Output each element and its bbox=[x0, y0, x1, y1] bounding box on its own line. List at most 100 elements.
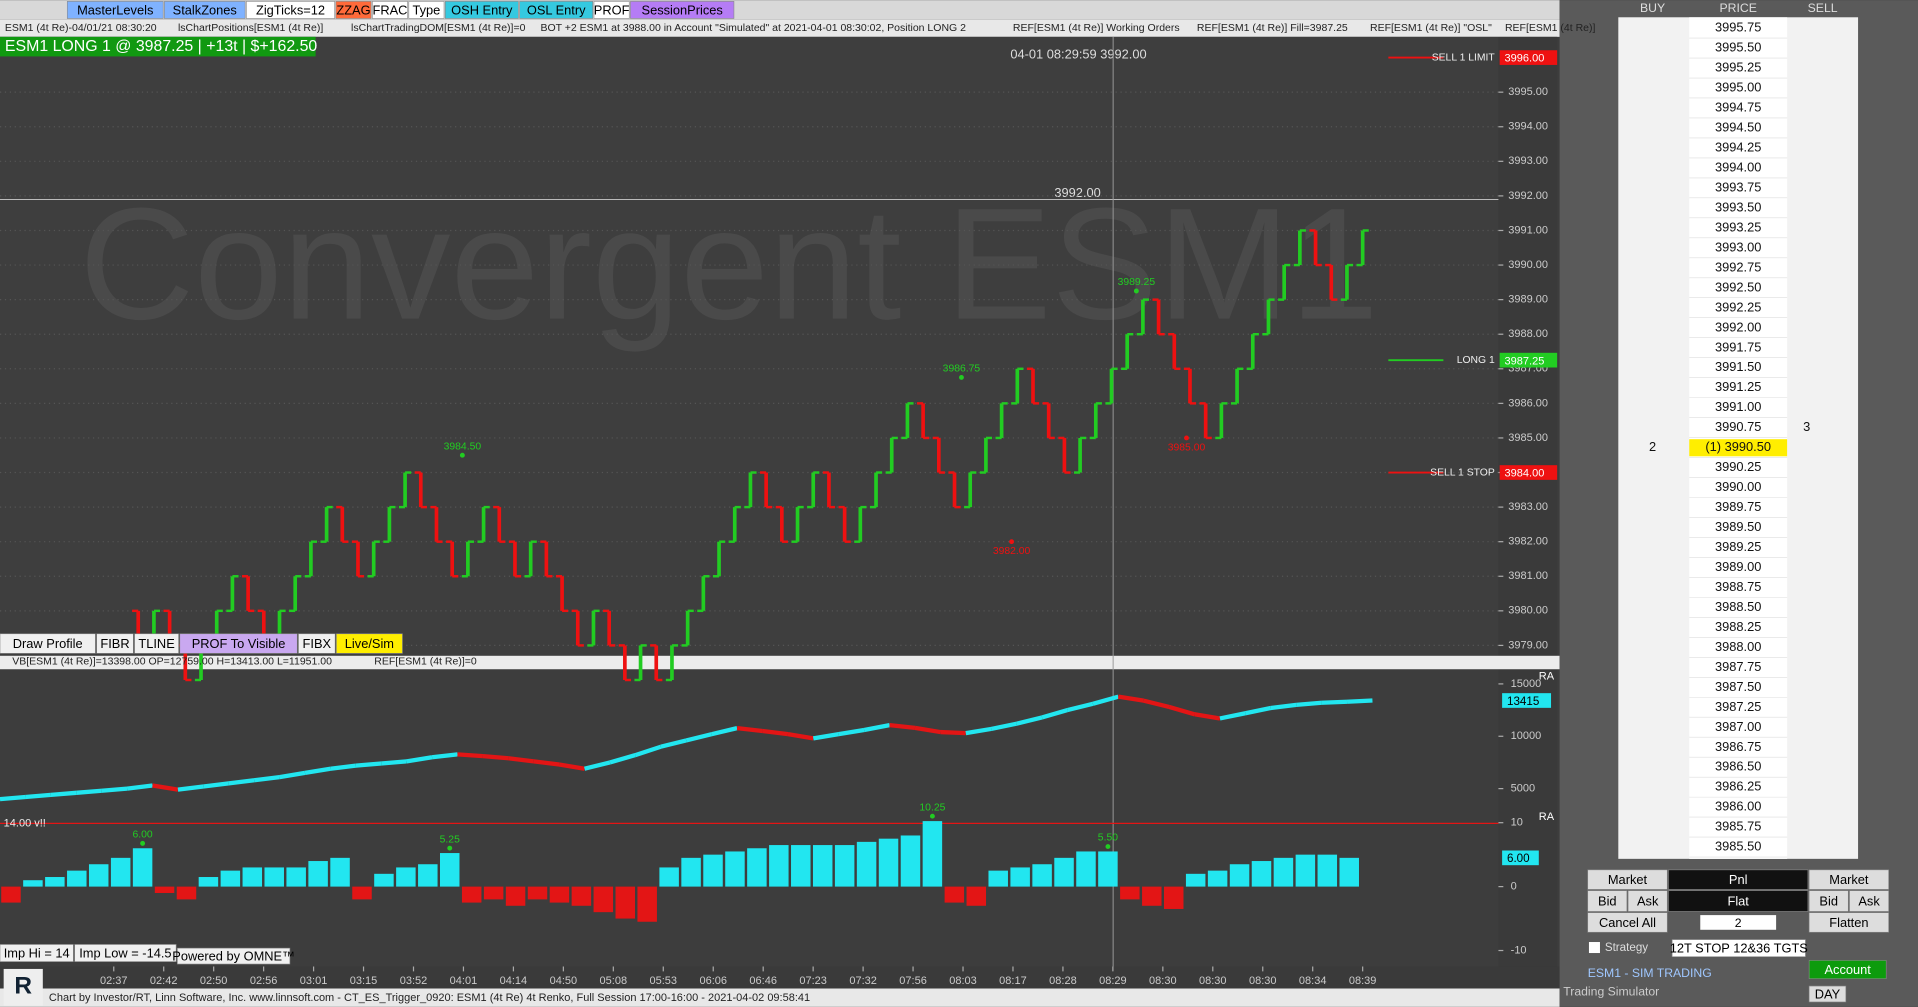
dom-price[interactable]: 3994.75 bbox=[1715, 100, 1761, 115]
toolbar-button[interactable] bbox=[246, 1, 335, 19]
dom-price[interactable]: 3994.00 bbox=[1715, 159, 1761, 174]
dom-price[interactable]: 3992.50 bbox=[1715, 279, 1761, 294]
impulse-dot bbox=[929, 813, 935, 819]
dom-price[interactable]: 3986.00 bbox=[1715, 799, 1761, 814]
impulse-bar bbox=[132, 848, 153, 887]
dom-price[interactable]: 3988.00 bbox=[1715, 639, 1761, 654]
toolbar-button[interactable] bbox=[66, 1, 164, 19]
dom-price[interactable]: 3985.50 bbox=[1715, 839, 1761, 854]
dom-price[interactable]: 3989.75 bbox=[1715, 499, 1761, 514]
drawing-button[interactable] bbox=[0, 633, 96, 654]
toolbar-button[interactable] bbox=[408, 1, 445, 19]
renko-bar bbox=[1156, 299, 1161, 335]
drawing-button[interactable] bbox=[336, 633, 403, 654]
impulse-bar bbox=[834, 845, 855, 887]
dom-price[interactable]: 3987.25 bbox=[1715, 699, 1761, 714]
toolbar-button[interactable] bbox=[335, 1, 372, 19]
dom-price-column bbox=[1689, 17, 1788, 859]
imp-low[interactable] bbox=[74, 944, 177, 962]
renko-bar bbox=[874, 472, 878, 508]
dom-price[interactable]: 3985.75 bbox=[1715, 819, 1761, 834]
dom-price[interactable]: 3987.75 bbox=[1715, 659, 1761, 674]
dom-price[interactable]: 3993.00 bbox=[1715, 239, 1761, 254]
dom-price[interactable]: 3988.25 bbox=[1715, 619, 1761, 634]
dom-price[interactable]: (1) 3990.50 bbox=[1705, 439, 1771, 454]
y-tick-label: 3979.00 bbox=[1508, 639, 1548, 651]
dom-price[interactable]: 3992.00 bbox=[1715, 319, 1761, 334]
dom-price[interactable]: 3987.50 bbox=[1715, 679, 1761, 694]
x-tick-label: 08:30 bbox=[1249, 975, 1277, 987]
position-badge bbox=[0, 36, 316, 57]
dom-price[interactable]: 3989.00 bbox=[1715, 559, 1761, 574]
info-text: REF[ESM1 (4t Re)] "OSL" bbox=[1370, 22, 1492, 34]
toolbar-button[interactable] bbox=[519, 1, 594, 19]
volume-segment bbox=[279, 770, 306, 780]
dom-price[interactable]: 3986.75 bbox=[1715, 739, 1761, 754]
dom-button[interactable] bbox=[1808, 890, 1849, 912]
dom-price[interactable]: 3986.50 bbox=[1715, 759, 1761, 774]
dom-button[interactable] bbox=[1668, 869, 1809, 890]
dom-price[interactable]: 3993.75 bbox=[1715, 179, 1761, 194]
volume-segment bbox=[1016, 715, 1043, 726]
dom-price[interactable]: 3994.50 bbox=[1715, 120, 1761, 135]
duration[interactable] bbox=[1808, 985, 1847, 1003]
dom-button[interactable] bbox=[1627, 890, 1668, 912]
dom-price[interactable]: 3989.25 bbox=[1715, 539, 1761, 554]
dom-button[interactable] bbox=[1587, 869, 1668, 890]
account-select[interactable] bbox=[1808, 960, 1887, 980]
pane-badge: RA bbox=[1539, 811, 1555, 823]
dom-price[interactable]: 3989.50 bbox=[1715, 519, 1761, 534]
drawing-button[interactable] bbox=[134, 633, 179, 654]
toolbar-button[interactable] bbox=[593, 1, 630, 19]
drawing-button[interactable] bbox=[179, 633, 298, 654]
dom-price[interactable]: 3987.00 bbox=[1715, 719, 1761, 734]
dom-price[interactable]: 3995.00 bbox=[1715, 80, 1761, 95]
dom-price[interactable]: 3990.25 bbox=[1715, 459, 1761, 474]
dom-button[interactable] bbox=[1808, 912, 1889, 933]
dom-price[interactable]: 3986.25 bbox=[1715, 779, 1761, 794]
dom-price[interactable]: 3988.75 bbox=[1715, 579, 1761, 594]
dom-button[interactable] bbox=[1808, 869, 1889, 890]
toolbar-button[interactable] bbox=[630, 1, 735, 19]
dom-price[interactable]: 3990.75 bbox=[1715, 419, 1761, 434]
dom-price[interactable]: 3993.25 bbox=[1715, 219, 1761, 234]
toolbar-button[interactable] bbox=[372, 1, 408, 19]
renko-bar bbox=[1031, 368, 1035, 404]
renko-bar bbox=[214, 610, 219, 646]
dom-price[interactable]: 3990.00 bbox=[1715, 479, 1761, 494]
x-tick-label: 03:15 bbox=[350, 975, 378, 987]
toolbar-button[interactable] bbox=[164, 1, 246, 19]
dom-price[interactable]: 3991.75 bbox=[1715, 339, 1761, 354]
dom-button[interactable] bbox=[1849, 890, 1889, 912]
volume-segment bbox=[330, 763, 357, 771]
qty-box[interactable] bbox=[1700, 915, 1777, 930]
toolbar-button-label: SessionPrices bbox=[642, 3, 723, 18]
dom-price[interactable]: 3991.25 bbox=[1715, 379, 1761, 394]
strategy-select[interactable] bbox=[1671, 939, 1806, 958]
impulse-bar bbox=[264, 867, 284, 887]
drawing-button[interactable] bbox=[298, 633, 336, 654]
powered-by[interactable] bbox=[177, 947, 291, 965]
dom-button[interactable] bbox=[1587, 890, 1628, 912]
toolbar-button[interactable] bbox=[444, 1, 519, 19]
renko-bar bbox=[842, 507, 847, 542]
drawing-button[interactable] bbox=[96, 633, 134, 654]
dom-price[interactable]: 3995.25 bbox=[1715, 60, 1761, 75]
dom-button[interactable] bbox=[1587, 912, 1668, 933]
dom-button[interactable] bbox=[1668, 890, 1809, 912]
volume-segment bbox=[1143, 698, 1170, 710]
dom-price[interactable]: 3992.25 bbox=[1715, 299, 1761, 314]
dom-price[interactable]: 3995.50 bbox=[1715, 40, 1761, 55]
dom-price[interactable]: 3988.50 bbox=[1715, 599, 1761, 614]
renko-bar bbox=[811, 472, 816, 508]
dom-price[interactable]: 3994.25 bbox=[1715, 140, 1761, 155]
dom-price[interactable]: 3991.50 bbox=[1715, 359, 1761, 374]
dom-price[interactable]: 3995.75 bbox=[1715, 20, 1761, 35]
dom-price[interactable]: 3993.50 bbox=[1715, 199, 1761, 214]
checkbox[interactable] bbox=[1588, 942, 1600, 954]
renko-bar bbox=[356, 541, 360, 577]
imp-hi[interactable] bbox=[0, 944, 74, 962]
dom-price[interactable]: 3992.75 bbox=[1715, 259, 1761, 274]
renko-bar bbox=[1188, 368, 1192, 404]
dom-price[interactable]: 3991.00 bbox=[1715, 399, 1761, 414]
